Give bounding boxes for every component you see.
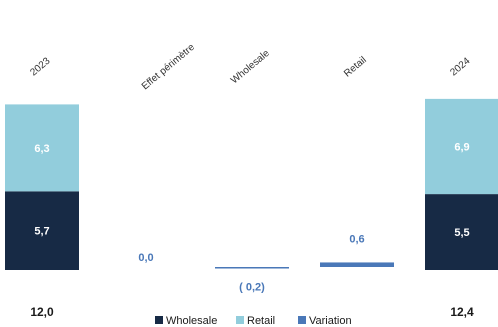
legend-swatch <box>155 316 163 324</box>
data-label-variation: 0,0 <box>138 252 153 264</box>
legend-item: Variation <box>298 315 352 327</box>
legend-label: Retail <box>247 315 275 327</box>
data-label-wholesale: 5,7 <box>34 226 49 238</box>
category-label: Wholesale <box>229 48 272 87</box>
total-label: 12,4 <box>450 305 474 319</box>
category-label: 2023 <box>28 55 52 78</box>
legend-swatch <box>298 316 306 324</box>
data-label-variation: 0,6 <box>349 233 364 245</box>
legend-label: Variation <box>309 315 352 327</box>
data-label-retail: 6,9 <box>454 141 469 153</box>
legend-item: Retail <box>236 315 275 327</box>
bar-wholesale <box>5 191 79 270</box>
data-label-variation: ( 0,2) <box>239 282 265 294</box>
data-label-retail: 6,3 <box>34 143 49 155</box>
bar-variation <box>215 267 289 269</box>
bar-wholesale <box>425 194 498 270</box>
data-label-wholesale: 5,5 <box>454 227 469 239</box>
legend-label: Wholesale <box>166 315 217 327</box>
bar-variation <box>320 262 394 267</box>
legend: Wholesale Retail Variation <box>155 315 352 327</box>
bar-retail <box>5 104 79 192</box>
category-label: Effet périmètre <box>140 42 198 93</box>
category-label: Retail <box>342 55 369 80</box>
category-label: 2024 <box>448 55 472 78</box>
legend-swatch <box>236 316 244 324</box>
legend-item: Wholesale <box>155 315 217 327</box>
total-label: 12,0 <box>30 305 54 319</box>
bar-retail <box>425 98 498 195</box>
